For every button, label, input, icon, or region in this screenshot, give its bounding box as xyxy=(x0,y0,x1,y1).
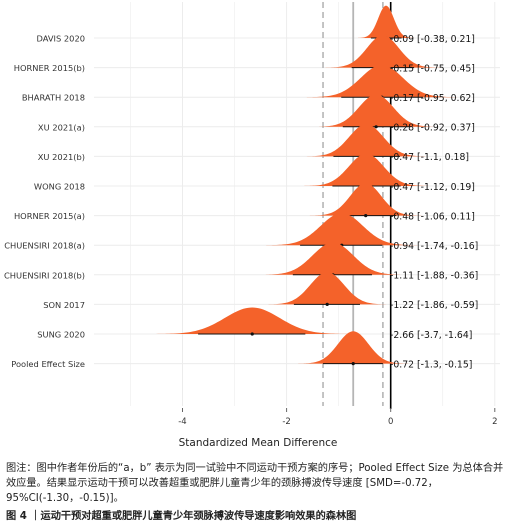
figure-note: 图注：图中作者年份后的“a，b” 表示为同一试验中不同运动干预方案的序号；Poo… xyxy=(6,463,504,504)
x-tick-label: 2 xyxy=(492,417,497,427)
point-estimate xyxy=(250,332,254,336)
density-curve xyxy=(357,5,415,38)
effect-label: -1.11 [-1.88, -0.36] xyxy=(390,271,478,282)
density-layer xyxy=(153,5,457,366)
point-estimate xyxy=(374,125,378,129)
study-label: DAVIS 2020 xyxy=(36,34,85,44)
density-curve xyxy=(298,331,409,364)
density-curve xyxy=(153,307,351,334)
effect-label: -2.66 [-3.7, -1.64] xyxy=(390,330,472,341)
study-label: CHUENSIRI 2018(a) xyxy=(4,241,85,251)
effect-label: -0.47 [-1.12, 0.19] xyxy=(390,182,475,193)
x-tick-label: -4 xyxy=(178,417,186,427)
figure-caption: 图 4 ｜运动干预对超重或肥胖儿童青少年颈脉搏波传导速度影响效果的森林图 xyxy=(6,511,357,522)
study-labels: DAVIS 2020 HORNER 2015(b) BHARATH 2018 XU 2… xyxy=(4,34,85,370)
study-label: XU 2021(b) xyxy=(38,152,85,162)
study-label: XU 2021(a) xyxy=(38,122,85,132)
study-label: WONG 2018 xyxy=(34,182,85,192)
effect-label: -0.48 [-1.06, 0.11] xyxy=(390,211,475,222)
density-curve xyxy=(266,213,418,246)
study-label: SON 2017 xyxy=(43,300,85,310)
x-axis: -4 -2 0 2 xyxy=(178,408,498,427)
density-curve xyxy=(303,153,429,186)
point-estimate xyxy=(351,362,355,366)
density-curve xyxy=(309,183,422,216)
density-curve xyxy=(260,242,406,275)
study-label: CHUENSIRI 2018(b) xyxy=(4,270,85,280)
x-axis-title: Standardized Mean Difference xyxy=(179,437,338,449)
point-estimate xyxy=(364,214,368,218)
density-curve xyxy=(325,35,441,68)
study-label: SUNG 2020 xyxy=(37,330,85,340)
density-curve xyxy=(314,94,438,127)
x-tick-label: 0 xyxy=(388,417,393,427)
point-estimate xyxy=(325,302,329,306)
study-label: HORNER 2015(a) xyxy=(14,211,85,221)
effect-label: -0.15 [-0.75, 0.45] xyxy=(390,63,475,74)
effect-label: -1.22 [-1.86, -0.59] xyxy=(390,300,478,311)
study-label: HORNER 2015(b) xyxy=(14,63,85,73)
effect-label: -0.17 [-0.95, 0.62] xyxy=(390,93,475,104)
study-label: Pooled Effect Size xyxy=(11,359,85,369)
study-label: BHARATH 2018 xyxy=(22,93,85,103)
effect-label: -0.28 [-0.92, 0.37] xyxy=(390,123,475,134)
effect-labels: -0.09 [-0.38, 0.21] -0.15 [-0.75, 0.45] -0… xyxy=(390,34,478,371)
effect-label: -0.72 [-1.3, -0.15] xyxy=(390,359,472,370)
density-curve xyxy=(305,124,428,157)
forest-plot: DAVIS 2020 HORNER 2015(b) BHARATH 2018 XU 2… xyxy=(4,2,500,449)
density-curve xyxy=(306,64,457,98)
density-curve xyxy=(266,272,388,305)
effect-label: -0.94 [-1.74, -0.16] xyxy=(390,241,478,252)
effect-label: -0.47 [-1.1, 0.18] xyxy=(390,152,469,163)
effect-label: -0.09 [-0.38, 0.21] xyxy=(390,34,475,45)
x-tick-label: -2 xyxy=(282,417,290,427)
